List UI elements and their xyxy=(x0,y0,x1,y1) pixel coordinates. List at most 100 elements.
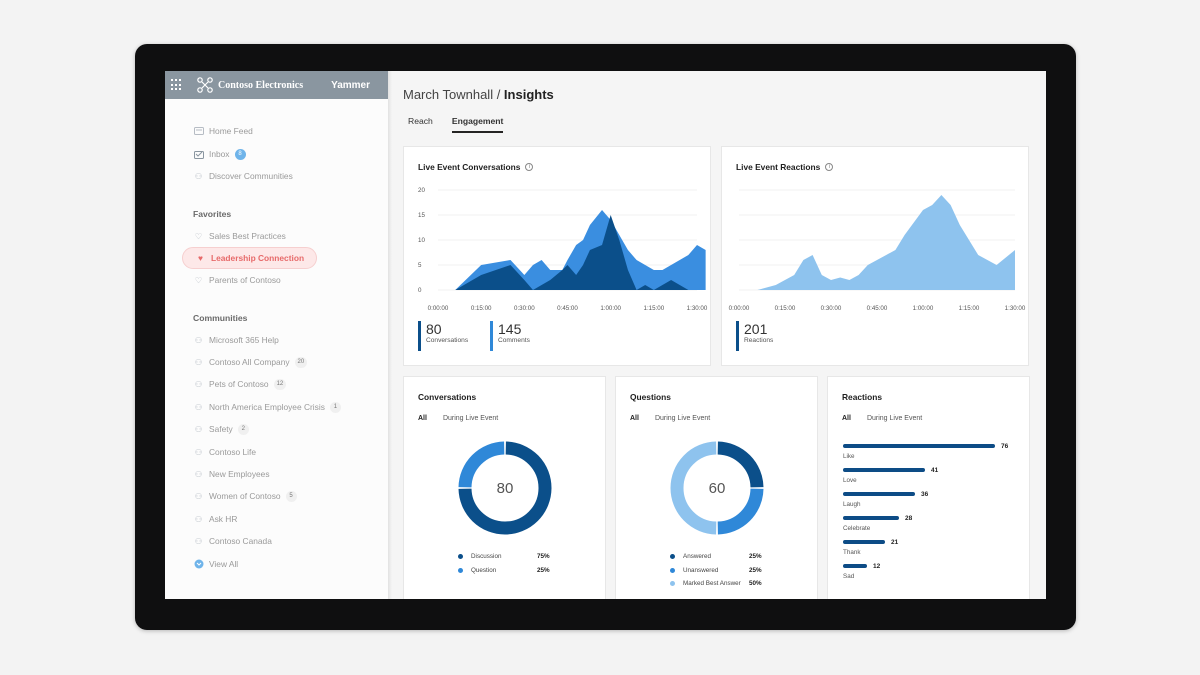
view-all-link[interactable]: View All xyxy=(193,556,238,572)
sidebar-item-parents-of-contoso[interactable]: ♡ Parents of Contoso xyxy=(193,272,281,288)
legend-dot xyxy=(670,567,675,573)
sidebar-item-community[interactable]: ⚇ Contoso All Company 20 xyxy=(193,354,308,370)
sidebar-item-label: Women of Contoso xyxy=(209,491,281,501)
people-icon: ⚇ xyxy=(194,469,203,479)
legend-pct: 25% xyxy=(749,553,762,561)
sidebar-item-inbox[interactable]: Inbox 8 xyxy=(193,146,246,162)
donut-legend: Answered 25% Unanswered 25% Marked Best An… xyxy=(670,550,762,591)
legend-label: Unanswered xyxy=(683,566,719,574)
page-title-prefix: March Townhall / xyxy=(403,87,504,102)
sidebar-item-community[interactable]: ⚇ Pets of Contoso 12 xyxy=(193,376,287,392)
filter-row: All During Live Event xyxy=(842,415,922,422)
sidebar-item-community[interactable]: ⚇ Microsoft 365 Help xyxy=(193,332,279,348)
page-title: March Townhall / Insights xyxy=(403,87,554,102)
people-icon: ⚇ xyxy=(194,379,203,389)
stat-value: 80 xyxy=(426,321,442,337)
sidebar-item-community[interactable]: ⚇ Safety 2 xyxy=(193,421,249,437)
area-series xyxy=(455,210,706,290)
legend-row: Question 25% xyxy=(458,564,550,578)
x-tick-label: 1:00:00 xyxy=(600,305,621,312)
contoso-logo-icon xyxy=(197,77,213,93)
people-icon: ⚇ xyxy=(194,447,203,457)
bar-category-label: Love xyxy=(843,477,857,484)
donut-slice xyxy=(458,441,505,488)
x-tick-label: 0:15:00 xyxy=(775,305,796,312)
legend-dot xyxy=(670,554,675,560)
unread-badge: 1 xyxy=(329,401,341,413)
sidebar-item-label: New Employees xyxy=(209,469,270,479)
area-series xyxy=(455,215,697,290)
unread-badge: 2 xyxy=(237,423,249,435)
app-launcher-icon[interactable] xyxy=(171,79,183,91)
y-tick-label: 20 xyxy=(418,187,425,194)
view-all-label: View All xyxy=(209,559,239,569)
sidebar-item-community[interactable]: ⚇ New Employees xyxy=(193,466,270,482)
people-icon: ⚇ xyxy=(194,424,203,434)
legend-label: Answered xyxy=(683,553,712,561)
x-tick-label: 1:30:00 xyxy=(1005,305,1026,312)
filter-all[interactable]: All xyxy=(630,415,639,422)
live-event-reactions-card: 0:00:00 0:15:00 0:30:00 0:45:00 1:00:00 1:15:… xyxy=(721,146,1029,366)
card-title: Questions xyxy=(630,392,671,402)
card-title: Live Event Reactions i xyxy=(736,162,834,172)
people-icon: ⚇ xyxy=(194,335,203,345)
sidebar-divider xyxy=(388,71,392,599)
sidebar-item-community[interactable]: ⚇ Contoso Canada xyxy=(193,533,272,549)
filter-live[interactable]: During Live Event xyxy=(866,415,923,422)
stat-label: Comments xyxy=(498,337,530,344)
heart-icon: ♡ xyxy=(194,275,203,285)
reactions-area-chart: 0:00:00 0:15:00 0:30:00 0:45:00 1:00:00 1:15:… xyxy=(729,189,1026,312)
filter-all[interactable]: All xyxy=(842,415,851,422)
sidebar-item-community[interactable]: ⚇ Women of Contoso 5 xyxy=(193,488,297,504)
donut-slice xyxy=(458,441,552,535)
chevron-down-icon xyxy=(193,559,204,570)
sidebar-item-discover[interactable]: ⚇ Discover Communities xyxy=(193,168,293,184)
app-name[interactable]: Yammer xyxy=(331,79,371,91)
legend-row: Discussion 75% xyxy=(458,550,550,564)
sidebar-item-home-feed[interactable]: Home Feed xyxy=(193,123,253,139)
bar xyxy=(843,564,867,568)
unread-badge: 20 xyxy=(294,356,308,368)
sidebar-item-label: Leadership Connection xyxy=(211,253,305,263)
card-title-text: Live Event Conversations xyxy=(418,162,521,172)
x-tick-label: 0:30:00 xyxy=(821,305,842,312)
legend-dot xyxy=(670,581,675,587)
sidebar-item-community[interactable]: ⚇ Ask HR xyxy=(193,511,238,527)
filter-live[interactable]: During Live Event xyxy=(654,415,711,422)
filter-live[interactable]: During Live Event xyxy=(442,415,499,422)
info-icon[interactable]: i xyxy=(525,163,534,171)
tab-reach[interactable]: Reach xyxy=(408,116,433,126)
sidebar-item-label: Contoso Canada xyxy=(209,536,272,546)
questions-donut-card: 60 Questions All During Live Event Answer… xyxy=(615,376,818,599)
sidebar-item-label: Ask HR xyxy=(209,514,238,524)
unread-badge: 5 xyxy=(285,490,297,502)
bar-value-label: 76 xyxy=(1001,443,1009,450)
sidebar-item-label: Home Feed xyxy=(209,126,253,136)
people-icon: ⚇ xyxy=(194,357,203,367)
x-tick-label: 1:15:00 xyxy=(959,305,980,312)
bar-value-label: 28 xyxy=(905,515,913,522)
donut-center-value: 80 xyxy=(497,480,514,497)
sidebar-item-leadership-connection[interactable]: ♥ Leadership Connection xyxy=(182,247,318,269)
tab-engagement[interactable]: Engagement xyxy=(451,116,504,133)
sidebar-item-sales-best-practices[interactable]: ♡ Sales Best Practices xyxy=(193,228,286,244)
donut-legend: Discussion 75% Question 25% xyxy=(458,550,550,577)
app-header: Contoso Electronics Yammer xyxy=(165,71,388,99)
sidebar-item-community[interactable]: ⚇ Contoso Life xyxy=(193,444,256,460)
sidebar-item-community[interactable]: ⚇ North America Employee Crisis 1 xyxy=(193,399,341,415)
filter-all[interactable]: All xyxy=(418,415,427,422)
conversations-area-chart: 0 5 10 15 20 0:00:00 0:15:00 0:30:00 0:45:00 1:00… xyxy=(418,187,708,312)
card-title: Reactions xyxy=(842,392,883,402)
bar-value-label: 41 xyxy=(931,467,939,474)
people-icon: ⚇ xyxy=(194,402,203,412)
stat-value: 201 xyxy=(744,321,768,337)
people-icon: ⚇ xyxy=(194,171,203,181)
questions-donut-chart: 60 xyxy=(670,441,764,535)
reactions-bar-card: 76 Like 41 Love 36 Laugh 28 Celebrate 21 Thank 12 S… xyxy=(827,376,1030,599)
communities-heading: Communities xyxy=(193,313,248,323)
info-icon[interactable]: i xyxy=(825,163,834,171)
x-tick-label: 0:45:00 xyxy=(557,305,578,312)
area-series xyxy=(757,195,1015,290)
sidebar-item-label: Microsoft 365 Help xyxy=(209,335,279,345)
bar-category-label: Like xyxy=(843,453,855,460)
